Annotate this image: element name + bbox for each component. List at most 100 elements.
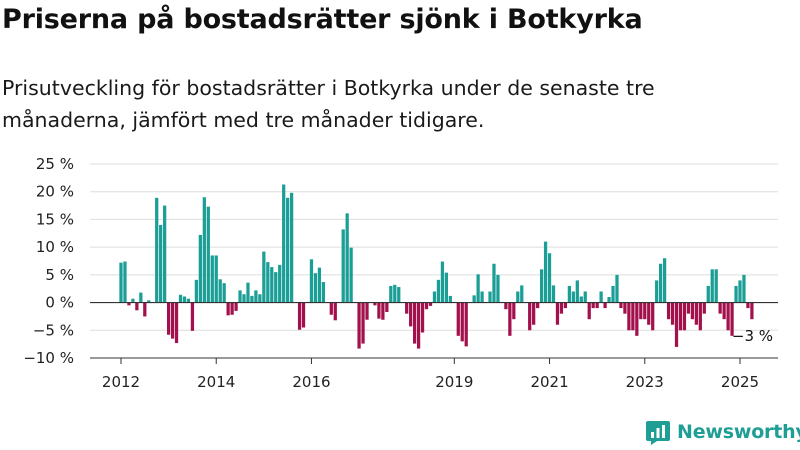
bar xyxy=(643,302,647,320)
bar xyxy=(333,302,337,321)
y-tick-label: 20 % xyxy=(36,183,74,201)
bar xyxy=(635,302,639,336)
bar xyxy=(694,302,698,325)
bar xyxy=(274,272,278,303)
bar xyxy=(742,274,746,303)
bar xyxy=(262,251,266,303)
newsworthy-logo: Newsworthy xyxy=(645,419,800,445)
bar xyxy=(436,279,441,303)
bar xyxy=(520,285,524,303)
y-tick-label: 5 % xyxy=(45,266,74,284)
bar xyxy=(214,255,218,303)
bar xyxy=(496,274,500,303)
bar xyxy=(238,290,242,303)
bar xyxy=(389,285,393,303)
bar xyxy=(472,295,476,303)
x-tick-label: 2025 xyxy=(721,373,759,391)
bar xyxy=(182,296,187,303)
bar xyxy=(476,274,480,303)
bar xyxy=(750,302,754,320)
bar xyxy=(147,300,151,303)
bar xyxy=(702,302,706,314)
bar xyxy=(385,302,389,312)
bars xyxy=(119,184,754,349)
bar xyxy=(559,302,564,314)
bar xyxy=(659,263,663,303)
bar xyxy=(202,197,206,303)
x-tick-label: 2014 xyxy=(197,373,235,391)
bar xyxy=(627,302,631,331)
bar xyxy=(170,302,175,339)
bar xyxy=(603,302,607,309)
bar xyxy=(460,302,464,342)
bar xyxy=(551,285,556,303)
bar xyxy=(218,279,222,303)
bar xyxy=(516,291,520,303)
bar xyxy=(686,302,691,314)
bar xyxy=(571,291,575,303)
x-tick-label: 2023 xyxy=(626,373,664,391)
bar xyxy=(734,285,738,303)
bar xyxy=(444,272,448,303)
bar xyxy=(714,269,718,303)
bar xyxy=(623,302,627,314)
bar xyxy=(210,255,214,303)
bar xyxy=(706,285,710,303)
bar xyxy=(413,302,417,344)
bar xyxy=(393,284,397,303)
bar xyxy=(222,283,226,303)
bar xyxy=(718,302,722,314)
bar xyxy=(226,302,230,316)
bar xyxy=(242,294,246,303)
bar xyxy=(123,261,127,303)
bar xyxy=(159,224,163,303)
bar xyxy=(190,302,195,331)
bar xyxy=(722,302,726,320)
bar xyxy=(591,302,595,309)
bar xyxy=(230,302,234,315)
bar xyxy=(345,213,349,303)
y-tick-label: 25 % xyxy=(36,155,74,173)
bar xyxy=(349,247,353,303)
bar xyxy=(730,302,734,336)
bar xyxy=(432,291,437,303)
bar xyxy=(480,291,484,303)
bar xyxy=(321,282,325,303)
bar xyxy=(607,297,611,303)
bar xyxy=(409,302,413,327)
bar xyxy=(286,197,290,303)
y-tick-label: 15 % xyxy=(36,210,74,228)
bar xyxy=(528,302,532,331)
bar xyxy=(543,241,548,303)
bar xyxy=(317,267,322,303)
bar xyxy=(532,302,536,325)
bar xyxy=(246,282,250,303)
x-tick-label: 2016 xyxy=(292,373,330,391)
bar xyxy=(655,280,659,303)
x-tick-label: 2019 xyxy=(435,373,473,391)
bar xyxy=(234,302,238,311)
bar xyxy=(682,302,687,331)
bar xyxy=(611,285,615,303)
latest-value-annotation: −3 % xyxy=(732,327,773,345)
bar xyxy=(678,302,683,331)
bar xyxy=(619,302,623,309)
bar xyxy=(258,294,262,303)
bar xyxy=(131,298,135,303)
bar xyxy=(186,298,191,303)
y-tick-label: −10 % xyxy=(23,349,74,367)
bar xyxy=(547,253,552,303)
bar xyxy=(329,302,333,315)
bar xyxy=(508,302,512,336)
bar xyxy=(163,205,167,303)
bar xyxy=(464,302,468,347)
bar xyxy=(361,302,365,344)
y-tick-label: −5 % xyxy=(33,321,74,339)
bar xyxy=(504,302,508,310)
bar xyxy=(698,302,702,331)
bar xyxy=(647,302,651,325)
bar xyxy=(373,302,377,306)
bar xyxy=(313,273,318,303)
brand-name: Newsworthy xyxy=(677,421,800,443)
